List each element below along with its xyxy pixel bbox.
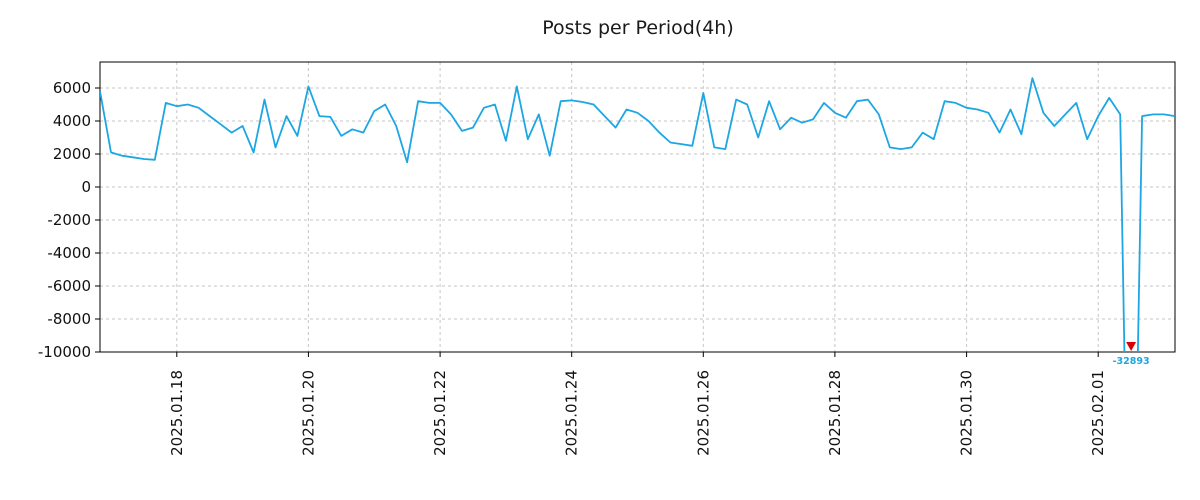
x-tick-label: 2025.01.24 (563, 370, 581, 456)
x-tick-label: 2025.02.01 (1089, 370, 1107, 456)
x-tick-label: 2025.01.26 (694, 370, 712, 456)
y-tick-label: -8000 (47, 310, 91, 328)
y-tick-label: -10000 (38, 343, 91, 361)
chart-title: Posts per Period(4h) (542, 17, 734, 39)
series-layer (100, 77, 1175, 352)
y-tick-label: -4000 (47, 244, 91, 262)
axis-layer: 6000 4000 2000 0 -2000 -4000 -6000 -8000 -10000 2… (38, 61, 1176, 456)
y-tick-label: 2000 (53, 145, 91, 163)
x-tick-label: 2025.01.18 (168, 370, 186, 456)
x-tick-label: 2025.01.30 (958, 370, 976, 456)
y-tick-label: 0 (81, 178, 91, 196)
x-tick-label: 2025.01.22 (431, 370, 449, 456)
y-tick-label: -6000 (47, 277, 91, 295)
y-tick-label: 4000 (53, 112, 91, 130)
y-tick-label: -2000 (47, 211, 91, 229)
series-line (100, 77, 1175, 352)
annotation-layer: -32893 (1113, 342, 1150, 367)
x-tick-label: 2025.01.28 (826, 370, 844, 456)
min-marker-icon (1126, 342, 1137, 351)
min-value-annotation: -32893 (1113, 356, 1150, 367)
grid-layer (100, 62, 1175, 353)
plot-border (99, 61, 1176, 353)
y-tick-label: 6000 (53, 79, 91, 97)
x-tick-label: 2025.01.20 (299, 370, 317, 456)
